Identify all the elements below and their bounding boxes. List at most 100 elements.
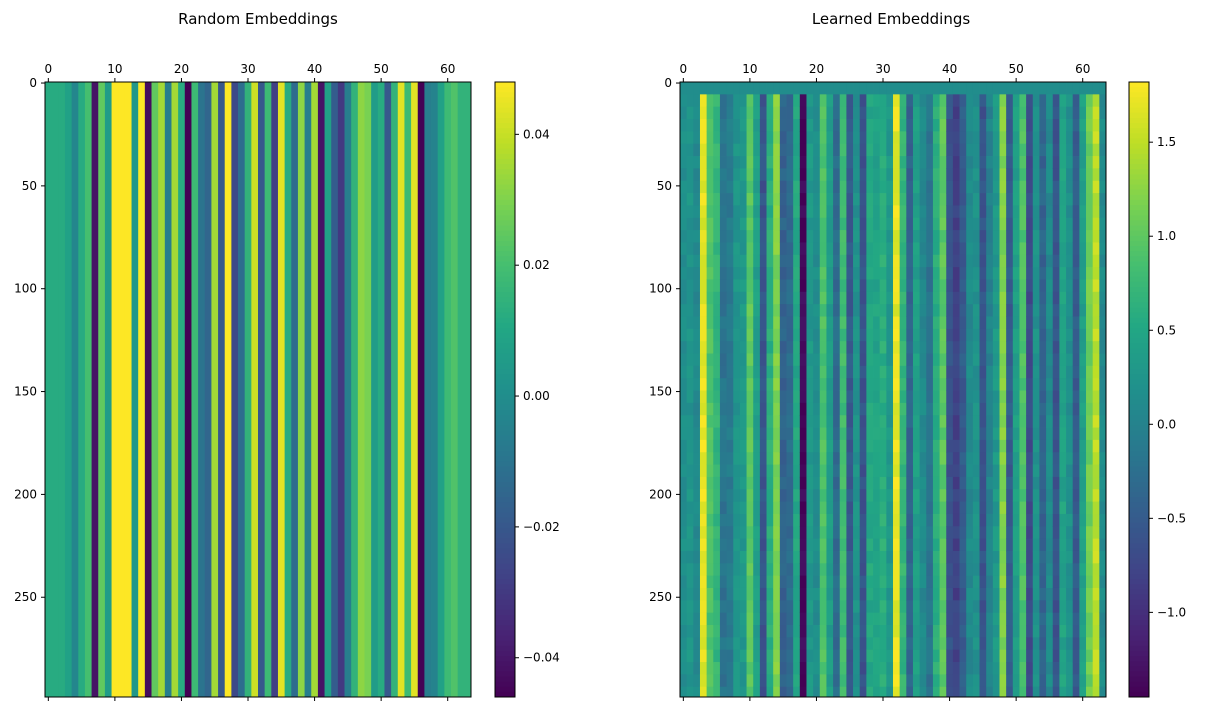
heatmap-cell (1092, 106, 1100, 120)
heatmap-cell (919, 686, 927, 698)
heatmap-cell (1066, 501, 1074, 515)
heatmap-cell (846, 686, 854, 698)
heatmap-cell (759, 217, 767, 231)
heatmap-cell (1006, 649, 1014, 663)
heatmap-cell (706, 600, 714, 614)
heatmap-cell (84, 82, 92, 697)
heatmap-cell (773, 550, 781, 564)
heatmap-cell (1039, 193, 1047, 206)
heatmap-cell (919, 242, 927, 256)
heatmap-cell (886, 452, 894, 465)
heatmap-cell (959, 106, 967, 120)
heatmap-cell (699, 489, 708, 502)
heatmap-cell (839, 316, 847, 330)
heatmap-cell (1019, 402, 1027, 416)
heatmap-cell (304, 82, 312, 697)
heatmap-cell (826, 600, 834, 614)
heatmap-cell (773, 193, 781, 206)
colorbar-segment (1129, 615, 1149, 621)
heatmap-cell (1006, 538, 1014, 552)
heatmap-cell (839, 378, 847, 391)
heatmap-cell (1032, 94, 1040, 108)
heatmap-cell (753, 279, 761, 293)
heatmap-cell (726, 230, 734, 243)
heatmap-cell (1079, 415, 1087, 428)
heatmap-cell (793, 156, 801, 169)
heatmap-cell (1026, 501, 1034, 515)
heatmap-cell (766, 230, 774, 243)
heatmap-cell (853, 649, 861, 663)
heatmap-cell (786, 267, 794, 280)
heatmap-cell (766, 365, 774, 379)
heatmap-cell (846, 378, 854, 391)
heatmap-cell (799, 341, 807, 354)
heatmap-cell (966, 131, 974, 145)
heatmap-cell (1066, 94, 1074, 108)
heatmap-cell (899, 230, 907, 243)
heatmap-cell (912, 378, 921, 391)
heatmap-cell (813, 131, 821, 145)
heatmap-cell (813, 341, 821, 354)
heatmap-cell (966, 686, 974, 698)
heatmap-cell (284, 82, 292, 697)
heatmap-cell (866, 674, 874, 688)
heatmap-cell (853, 686, 861, 698)
heatmap-cell (699, 513, 708, 527)
heatmap-cell (926, 427, 934, 441)
heatmap-cell (786, 242, 794, 256)
heatmap-cell (1059, 402, 1067, 416)
heatmap-cell (1099, 168, 1107, 182)
heatmap-cell (959, 513, 967, 527)
heatmap-cell (813, 674, 821, 688)
heatmap-cell (819, 662, 827, 675)
heatmap-cell (959, 94, 967, 108)
heatmap-cell (759, 464, 767, 478)
heatmap-cell (959, 291, 967, 305)
heatmap-cell (686, 119, 694, 132)
heatmap-cell (866, 254, 874, 268)
heatmap-cell (793, 575, 801, 589)
colorbar-segment (1129, 174, 1149, 180)
heatmap-cell (819, 242, 827, 256)
heatmap-cell (926, 82, 934, 95)
heatmap-cell (886, 402, 894, 416)
heatmap-cell (859, 649, 867, 663)
heatmap-cell (826, 538, 834, 552)
heatmap-cell (1039, 230, 1047, 243)
heatmap-cell (799, 168, 807, 182)
heatmap-cell (746, 353, 754, 367)
heatmap-cell (1059, 365, 1067, 379)
heatmap-cell (1092, 193, 1100, 206)
heatmap-cell (364, 82, 372, 697)
heatmap-cell (959, 180, 967, 194)
heatmap-cell (1092, 254, 1100, 268)
heatmap-cell (793, 378, 801, 391)
heatmap-cell (779, 353, 787, 367)
heatmap-cell (1072, 106, 1080, 120)
heatmap-cell (893, 267, 901, 280)
heatmap-cell (986, 452, 994, 465)
heatmap-cell (826, 168, 834, 182)
heatmap-cell (1059, 686, 1067, 698)
heatmap-cell (946, 600, 954, 614)
heatmap-cell (713, 575, 721, 589)
heatmap-cell (1046, 402, 1054, 416)
heatmap-cell (926, 612, 934, 626)
heatmap-cell (819, 390, 827, 404)
heatmap-cell (992, 600, 1000, 614)
heatmap-cell (952, 304, 960, 317)
heatmap-cell (819, 439, 827, 453)
heatmap-cell (437, 82, 445, 697)
heatmap-cell (846, 291, 854, 305)
heatmap-cell (799, 230, 807, 243)
heatmap-cell (959, 439, 967, 453)
heatmap-cell (1026, 304, 1034, 317)
heatmap-cell (893, 686, 901, 698)
colorbar-segment (495, 251, 515, 257)
heatmap-cell (680, 452, 688, 465)
heatmap-cell (779, 205, 787, 219)
heatmap-cell (786, 452, 794, 465)
heatmap-cell (1052, 156, 1060, 169)
heatmap-cell (706, 686, 714, 698)
heatmap-cell (1092, 575, 1100, 589)
